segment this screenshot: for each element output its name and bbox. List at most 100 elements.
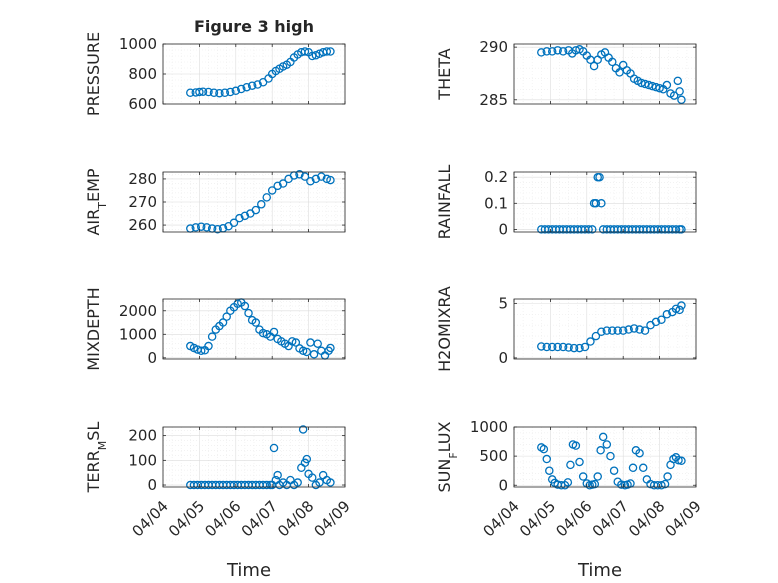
y-tick-label: 260 — [128, 216, 157, 234]
grid — [162, 172, 346, 232]
data-point — [563, 478, 573, 487]
data-point — [608, 326, 617, 335]
data-point — [186, 88, 195, 98]
data-point — [306, 176, 315, 186]
y-tick-label: 0 — [498, 349, 508, 367]
y-tick-label: 200 — [128, 427, 157, 445]
subplot-6: 0 5 H2OMIXRA — [435, 286, 697, 372]
data-point — [302, 347, 312, 357]
series-markers — [186, 298, 335, 360]
y-tick-label: 800 — [128, 65, 157, 83]
subplot-7: 0 100 200 TERRMSL 04/0404/0504/0604/0704/080… — [84, 422, 354, 581]
data-point — [291, 338, 301, 347]
data-point — [244, 308, 253, 318]
data-point — [196, 346, 206, 356]
data-point — [584, 225, 593, 234]
y-tick-label: 0.2 — [484, 168, 508, 186]
x-axis-label: Time — [226, 560, 271, 581]
data-point — [204, 341, 213, 351]
y-tick-label: 0 — [498, 476, 508, 494]
data-point — [596, 446, 605, 455]
data-point — [606, 451, 615, 461]
data-point — [204, 87, 213, 97]
data-point — [542, 454, 552, 464]
data-point — [629, 324, 639, 333]
x-tick-label: 04/04 — [129, 497, 172, 540]
data-point — [671, 225, 681, 234]
data-point — [657, 481, 666, 490]
axes-box — [513, 171, 697, 233]
data-point — [608, 57, 617, 67]
y-axis-label: PRESSURE — [84, 32, 103, 116]
data-point — [218, 318, 228, 327]
data-point — [247, 81, 257, 90]
data-point — [326, 47, 335, 56]
y-axis-label: MIXDEPTH — [84, 287, 103, 370]
axes-box — [513, 298, 697, 360]
data-point — [590, 479, 600, 489]
data-point — [537, 48, 546, 57]
y-axis-label: SUNFLUX — [435, 421, 460, 492]
data-point — [558, 342, 568, 352]
data-point — [222, 312, 231, 321]
data-point — [640, 326, 650, 335]
data-point — [539, 444, 549, 454]
data-point — [251, 318, 261, 327]
data-point — [302, 454, 312, 464]
data-point — [267, 186, 277, 195]
data-point — [307, 51, 317, 61]
data-point — [229, 218, 239, 228]
subplot-5: 0 1000 2000 MIXDEPTH — [84, 287, 346, 371]
grid — [513, 171, 697, 232]
data-point — [215, 88, 224, 98]
y-tick-label: 1000 — [470, 418, 508, 436]
data-point — [278, 179, 288, 188]
data-point — [593, 472, 602, 481]
data-point — [571, 441, 581, 450]
series-markers — [537, 172, 686, 234]
data-point — [598, 432, 608, 442]
data-point — [209, 88, 219, 98]
data-point — [595, 172, 604, 182]
data-point — [298, 346, 308, 356]
data-point — [269, 327, 279, 337]
y-axis-label: RAINFALL — [435, 165, 454, 240]
y-tick-label: 5 — [498, 294, 508, 312]
data-point — [588, 225, 597, 234]
data-point — [635, 448, 644, 458]
data-point — [578, 472, 588, 481]
data-point — [635, 325, 644, 334]
data-point — [251, 205, 261, 215]
data-point — [258, 328, 268, 338]
subplot-2: 285 290 THETA — [435, 38, 697, 109]
data-point — [262, 480, 271, 490]
data-point — [618, 326, 628, 335]
data-point — [309, 350, 319, 359]
data-point — [315, 478, 324, 487]
grid — [162, 427, 346, 487]
series-markers — [186, 170, 335, 234]
y-tick-label: 0 — [147, 349, 157, 367]
x-tick-label: 04/09 — [662, 497, 705, 540]
data-point — [657, 315, 666, 324]
y-axis-label: TERRMSL — [84, 422, 109, 494]
data-point — [558, 47, 568, 56]
x-tick-label: 04/04 — [480, 497, 523, 540]
data-point — [677, 95, 686, 105]
data-point — [198, 87, 208, 96]
data-point — [609, 466, 619, 475]
data-point — [591, 331, 601, 341]
x-tick-label: 04/06 — [201, 497, 244, 540]
data-point — [638, 463, 648, 473]
y-tick-label: 0 — [498, 220, 508, 238]
y-tick-label: 2000 — [119, 302, 157, 320]
data-point — [553, 342, 562, 352]
data-point — [628, 463, 638, 473]
data-point — [273, 470, 282, 480]
data-point — [575, 343, 584, 353]
subplot-8: 0 500 1000 SUNFLUX 04/0404/0504/0604/0704/08… — [435, 418, 705, 581]
data-point — [313, 339, 322, 348]
data-point — [542, 342, 552, 352]
data-point — [569, 343, 579, 353]
data-point — [311, 174, 321, 184]
